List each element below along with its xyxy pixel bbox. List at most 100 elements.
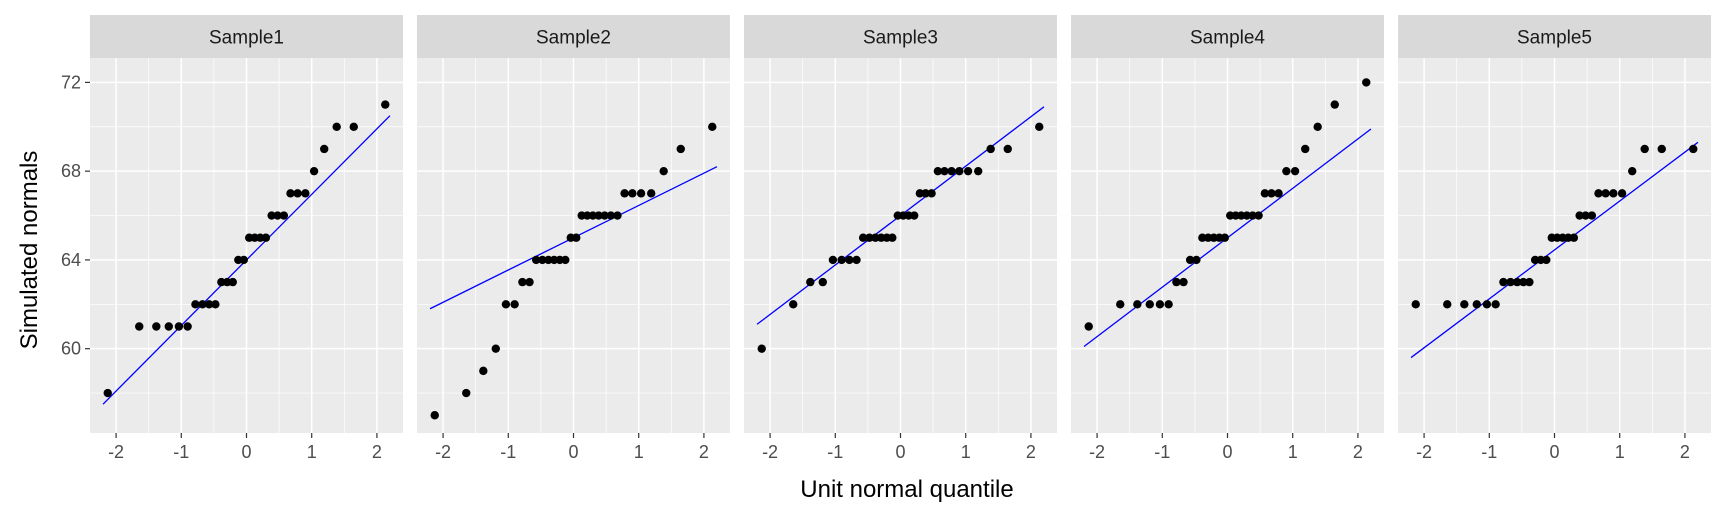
data-point xyxy=(1116,300,1125,309)
facet-panel-sample1: Sample1 -2 -1 0 1 2 xyxy=(90,15,403,462)
x-tick-label: 0 xyxy=(568,442,578,462)
data-point xyxy=(789,300,798,309)
data-point xyxy=(865,233,874,242)
data-point xyxy=(191,300,200,309)
data-point xyxy=(871,233,880,242)
data-point xyxy=(613,211,622,220)
data-point xyxy=(708,122,717,131)
x-tick-label: 1 xyxy=(1615,442,1625,462)
data-point xyxy=(828,255,838,265)
data-point xyxy=(103,388,112,398)
data-point xyxy=(1145,300,1154,309)
data-point xyxy=(164,322,173,331)
data-point xyxy=(659,166,668,176)
data-point xyxy=(1254,211,1263,220)
data-point xyxy=(1689,144,1698,154)
data-point xyxy=(1657,144,1666,154)
data-point xyxy=(1003,144,1012,154)
y-tick-label: 72 xyxy=(61,72,81,92)
data-point xyxy=(1519,277,1528,287)
data-point xyxy=(1581,211,1590,220)
data-point xyxy=(479,366,488,376)
data-point xyxy=(1192,255,1201,265)
data-point xyxy=(491,344,500,353)
data-point xyxy=(279,211,289,220)
data-point xyxy=(1035,122,1044,131)
data-point xyxy=(628,189,637,198)
data-point xyxy=(1472,300,1481,309)
data-point xyxy=(320,144,329,154)
data-point xyxy=(1248,211,1257,220)
data-point xyxy=(525,277,534,287)
x-tick-label: 0 xyxy=(895,442,905,462)
data-point xyxy=(204,300,214,309)
data-point xyxy=(1628,166,1637,176)
facet-strip-label: Sample5 xyxy=(1517,28,1592,49)
facet-strip xyxy=(417,15,730,58)
data-point xyxy=(239,255,248,265)
data-point xyxy=(1499,277,1508,287)
data-point xyxy=(888,233,897,242)
x-tick-label: -2 xyxy=(1416,442,1432,462)
data-point xyxy=(636,189,646,198)
data-point xyxy=(1313,122,1322,131)
y-tick-label: 68 xyxy=(61,161,81,181)
data-point xyxy=(927,189,936,198)
y-axis-title: Simulated normals xyxy=(16,151,43,350)
data-point xyxy=(1525,277,1534,287)
data-point xyxy=(135,322,144,331)
x-tick-label: -1 xyxy=(1481,442,1497,462)
facet-strip-label: Sample3 xyxy=(863,28,938,49)
data-point xyxy=(174,322,184,331)
data-point xyxy=(152,322,161,331)
x-tick-label: 1 xyxy=(1288,442,1298,462)
data-point xyxy=(1640,144,1649,154)
data-point xyxy=(293,189,302,198)
data-point xyxy=(544,255,553,265)
data-point xyxy=(1290,166,1300,176)
data-point xyxy=(1267,189,1276,198)
data-point xyxy=(1274,189,1283,198)
data-point xyxy=(1569,233,1579,242)
data-point xyxy=(1260,189,1270,198)
data-point xyxy=(1575,211,1584,220)
data-point xyxy=(845,255,854,265)
facet-panel-sample2: Sample2 -2 -1 0 1 2 xyxy=(417,15,730,462)
facet-strip-label: Sample1 xyxy=(209,28,284,49)
data-point xyxy=(309,166,319,176)
data-point xyxy=(217,277,226,287)
facet-strip xyxy=(744,15,1057,58)
data-point xyxy=(1220,233,1229,242)
x-tick-label: -2 xyxy=(108,442,124,462)
data-point xyxy=(183,322,192,331)
data-point xyxy=(1198,233,1207,242)
x-tick-label: -1 xyxy=(827,442,843,462)
data-point xyxy=(620,189,629,198)
data-point xyxy=(501,300,511,309)
data-point xyxy=(267,211,276,220)
facet-strip-label: Sample4 xyxy=(1190,28,1265,49)
data-point xyxy=(510,300,519,309)
data-point xyxy=(910,211,919,220)
facet-strip-label: Sample2 xyxy=(536,28,611,49)
x-tick-label: -1 xyxy=(1154,442,1170,462)
data-point xyxy=(1587,211,1597,220)
data-point xyxy=(1506,277,1515,287)
data-point xyxy=(1601,189,1610,198)
x-tick-label: -2 xyxy=(762,442,778,462)
data-point xyxy=(462,388,471,398)
x-axis-title: Unit normal quantile xyxy=(800,476,1013,503)
data-point xyxy=(430,411,439,420)
data-point xyxy=(588,211,598,220)
data-point xyxy=(1411,300,1420,309)
data-point xyxy=(538,255,547,265)
data-point xyxy=(332,122,341,131)
data-point xyxy=(349,122,358,131)
data-point xyxy=(1084,322,1093,331)
data-point xyxy=(1179,277,1188,287)
data-point xyxy=(561,255,570,265)
data-point xyxy=(915,189,925,198)
y-tick-label: 60 xyxy=(61,339,81,359)
data-point xyxy=(228,277,237,287)
x-tick-label: -2 xyxy=(1089,442,1105,462)
